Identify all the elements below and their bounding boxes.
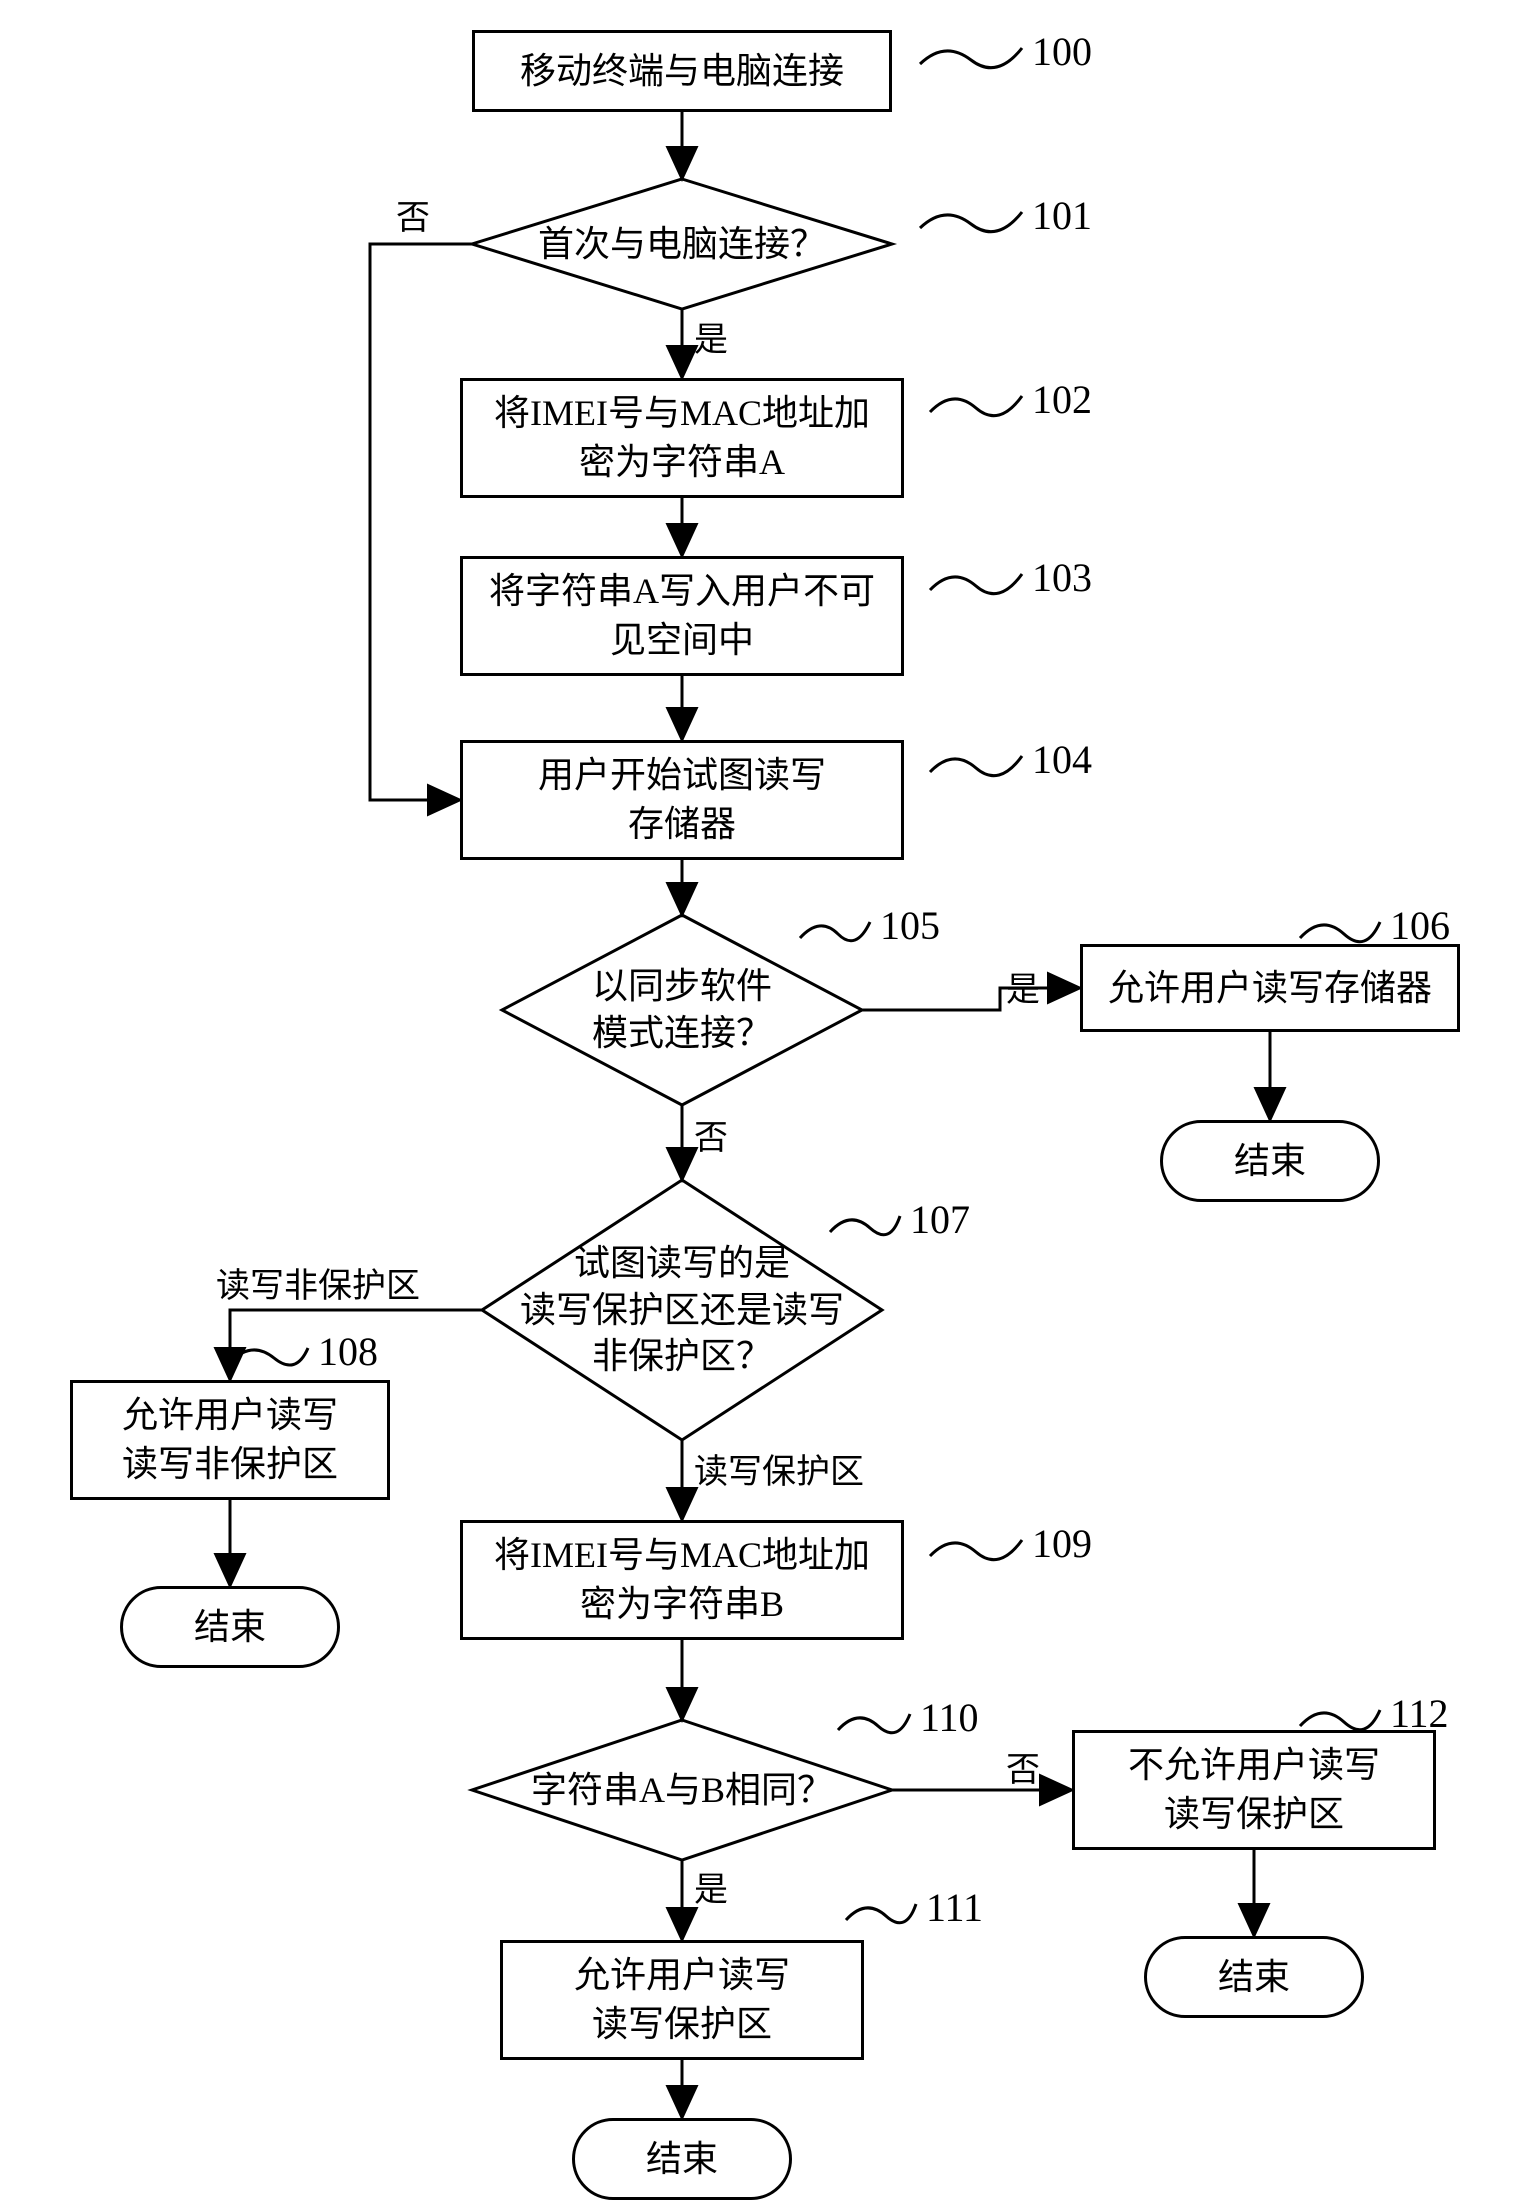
node-112-text: 不允许用户读写 读写保护区 [1128,1741,1380,1838]
label-105-no: 否 [694,1110,728,1159]
stepnum-110: 110 [920,1694,979,1741]
stepnum-109: 109 [1032,1520,1092,1567]
node-104-text: 用户开始试图读写 存储器 [538,751,826,848]
node-103: 将字符串A写入用户不可 见空间中 [460,556,904,676]
stepnum-111: 111 [926,1884,983,1931]
node-106-text: 允许用户读写存储器 [1108,964,1432,1013]
node-100-text: 移动终端与电脑连接 [520,47,844,96]
end-112: 结束 [1144,1936,1364,2018]
node-101-text: 首次与电脑连接？ [472,179,892,309]
end-106: 结束 [1160,1120,1380,1202]
node-102: 将IMEI号与MAC地址加 密为字符串A [460,378,904,498]
label-107-left: 读写非保护区 [216,1258,420,1307]
label-110-yes: 是 [694,1862,728,1911]
node-112: 不允许用户读写 读写保护区 [1072,1730,1436,1850]
end-112-text: 结束 [1218,1953,1290,2002]
node-107-text: 试图读写的是 读写保护区还是读写 非保护区？ [482,1180,882,1440]
end-111-text: 结束 [646,2135,718,2184]
node-106: 允许用户读写存储器 [1080,944,1460,1032]
end-108: 结束 [120,1586,340,1668]
stepnum-107: 107 [910,1196,970,1243]
node-105-text: 以同步软件 模式连接？ [502,915,862,1105]
node-102-text: 将IMEI号与MAC地址加 密为字符串A [494,389,870,486]
label-110-no: 否 [1006,1742,1040,1791]
node-108-text: 允许用户读写 读写非保护区 [122,1391,338,1488]
stepnum-103: 103 [1032,554,1092,601]
node-108: 允许用户读写 读写非保护区 [70,1380,390,1500]
node-104: 用户开始试图读写 存储器 [460,740,904,860]
stepnum-106: 106 [1390,902,1450,949]
node-111-text: 允许用户读写 读写保护区 [574,1951,790,2048]
label-107-down: 读写保护区 [694,1444,864,1493]
node-110-text: 字符串A与B相同？ [472,1720,892,1860]
stepnum-100: 100 [1032,28,1092,75]
node-111: 允许用户读写 读写保护区 [500,1940,864,2060]
stepnum-112: 112 [1390,1690,1449,1737]
stepnum-102: 102 [1032,376,1092,423]
stepnum-108: 108 [318,1328,378,1375]
end-108-text: 结束 [194,1603,266,1652]
end-106-text: 结束 [1234,1137,1306,1186]
label-101-no: 否 [396,190,430,239]
edge-101no-104 [370,244,472,800]
stepnum-104: 104 [1032,736,1092,783]
node-100: 移动终端与电脑连接 [472,30,892,112]
label-105-yes: 是 [1006,962,1040,1011]
node-103-text: 将字符串A写入用户不可 见空间中 [489,567,875,664]
end-111: 结束 [572,2118,792,2200]
node-109-text: 将IMEI号与MAC地址加 密为字符串B [494,1531,870,1628]
node-109: 将IMEI号与MAC地址加 密为字符串B [460,1520,904,1640]
label-101-yes: 是 [694,312,728,361]
stepnum-105: 105 [880,902,940,949]
edge-105yes-106 [862,988,1080,1010]
stepnum-101: 101 [1032,192,1092,239]
